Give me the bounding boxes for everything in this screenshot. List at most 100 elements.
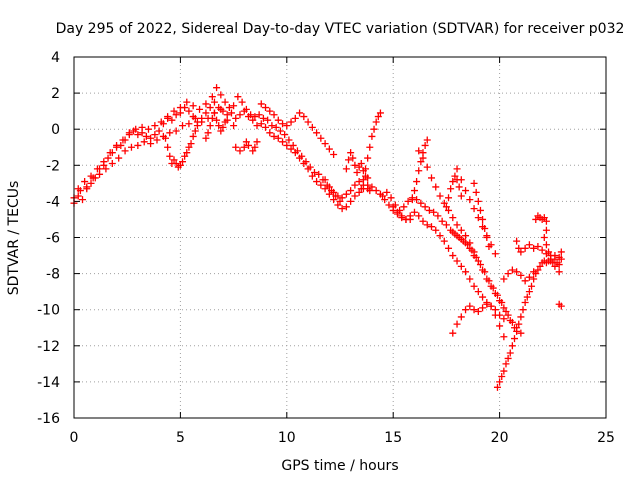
chart-title: Day 295 of 2022, Sidereal Day-to-day VTE… [56, 21, 625, 37]
data-point [442, 203, 450, 211]
data-point [293, 147, 301, 155]
data-point [181, 152, 189, 160]
data-point [283, 122, 291, 130]
data-point [430, 208, 438, 216]
data-point [504, 354, 512, 362]
data-point [249, 116, 257, 124]
data-point [134, 131, 142, 139]
data-point [321, 176, 329, 184]
data-point [262, 104, 270, 112]
data-point [449, 178, 457, 186]
data-point [144, 125, 152, 133]
data-point [410, 208, 418, 216]
data-point [413, 178, 421, 186]
data-point [317, 181, 325, 189]
data-point [398, 214, 406, 222]
data-point [342, 165, 350, 173]
series-arc-19h [470, 179, 493, 251]
data-point [357, 159, 365, 167]
data-point [483, 275, 491, 283]
data-point [119, 136, 127, 144]
data-point [202, 134, 210, 142]
data-point [81, 178, 89, 186]
data-point [481, 224, 489, 232]
data-point [249, 147, 257, 155]
data-point [251, 113, 259, 121]
data-point [410, 187, 418, 195]
series-arc-top [74, 84, 344, 205]
data-point [383, 188, 391, 196]
series-arc-18h-low [449, 300, 508, 341]
data-point [191, 127, 199, 135]
data-point [342, 190, 350, 198]
data-point [266, 129, 274, 137]
series-arc-8h-high [257, 100, 338, 158]
series-spike-14h [357, 109, 384, 193]
data-point [366, 187, 374, 195]
series-arc-dip-5h [162, 122, 201, 171]
data-point [219, 123, 227, 131]
data-point [470, 306, 478, 314]
data-point [457, 176, 465, 184]
data-point [487, 282, 495, 290]
data-point [506, 349, 514, 357]
data-point [491, 311, 499, 319]
data-point [230, 102, 238, 110]
data-point [428, 223, 436, 231]
data-point [476, 261, 484, 269]
data-point [462, 187, 470, 195]
data-point [449, 228, 457, 236]
series-arc-20h-rise [493, 255, 563, 391]
data-point [166, 152, 174, 160]
data-point [364, 181, 372, 189]
data-point [87, 172, 95, 180]
data-point [153, 136, 161, 144]
data-point [508, 266, 516, 274]
data-point [347, 149, 355, 157]
data-point [236, 111, 244, 119]
data-point [142, 132, 150, 140]
data-point [187, 140, 195, 148]
data-point [134, 141, 142, 149]
data-point [442, 221, 450, 229]
data-point [355, 188, 363, 196]
data-point [304, 118, 312, 126]
data-point [138, 123, 146, 131]
data-point [191, 114, 199, 122]
data-point [419, 217, 427, 225]
data-point [347, 187, 355, 195]
data-point [179, 158, 187, 166]
data-point [185, 143, 193, 151]
data-point [208, 114, 216, 122]
data-point [504, 270, 512, 278]
data-point [470, 205, 478, 213]
data-point [470, 252, 478, 260]
data-point [93, 165, 101, 173]
data-point [202, 109, 210, 117]
x-tick-labels: 0 5 10 15 20 25 [70, 430, 615, 446]
data-point [449, 329, 457, 337]
data-point [457, 226, 465, 234]
data-point [357, 185, 365, 193]
data-point [538, 246, 546, 254]
data-point [213, 84, 221, 92]
data-point [279, 138, 287, 146]
data-point [342, 203, 350, 211]
data-point [500, 304, 508, 312]
data-point [551, 252, 559, 260]
data-point [491, 289, 499, 297]
data-point [466, 302, 474, 310]
y-tick-label: -14 [37, 375, 60, 391]
plot-frame [73, 56, 607, 419]
data-point [206, 122, 214, 130]
data-point [457, 192, 465, 200]
data-point [530, 268, 538, 276]
data-point [453, 257, 461, 265]
data-point [198, 118, 206, 126]
data-point [351, 192, 359, 200]
data-point [313, 129, 321, 137]
data-point [408, 196, 416, 204]
data-point [217, 91, 225, 99]
data-point [351, 181, 359, 189]
